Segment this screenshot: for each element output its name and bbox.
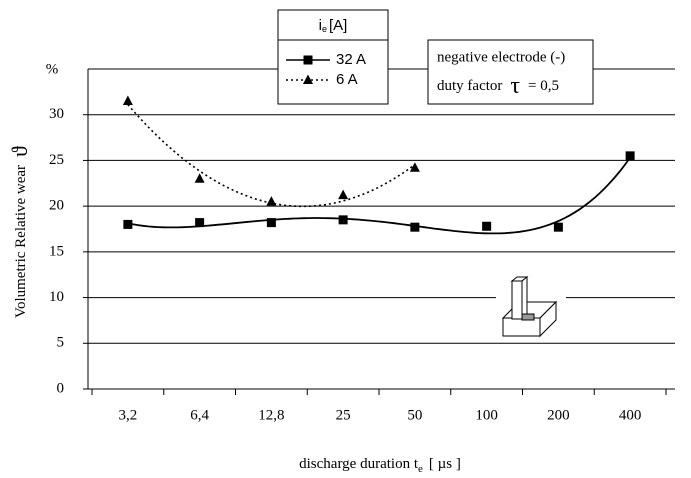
marker: [266, 196, 277, 206]
marker: [303, 74, 313, 84]
x-axis-title: discharge duration te [ µs ]: [299, 456, 461, 474]
marker: [409, 162, 420, 172]
legend-label: 6 A: [336, 71, 358, 88]
x-tick-label: 12,8: [258, 407, 284, 423]
y-unit: %: [46, 61, 59, 77]
y-tick-label: 25: [49, 152, 64, 168]
legend: 32 A 6 A: [286, 51, 366, 88]
x-tick-label: 200: [547, 407, 570, 423]
annotation-symbol: τ: [510, 73, 520, 99]
legend-label: 32 A: [336, 51, 366, 68]
x-tick-label: 100: [475, 407, 498, 423]
marker: [194, 173, 205, 183]
x-label-end: [ µs ]: [429, 456, 461, 472]
y-tick-label: 20: [49, 198, 64, 214]
marker: [553, 222, 563, 232]
marker: [482, 221, 492, 231]
marker: [410, 222, 420, 232]
marker: [122, 95, 133, 105]
x-label-sub: e: [418, 463, 423, 475]
annotation-box: [427, 39, 594, 105]
marker: [338, 215, 348, 225]
y-tick-label: 0: [57, 380, 65, 396]
y-tick-label: 10: [49, 289, 64, 305]
legend-box: [277, 9, 389, 105]
marker: [338, 189, 349, 200]
legend-title: ie [A]: [319, 17, 348, 34]
y-tick-label: 30: [49, 106, 64, 122]
trend-line: [127, 156, 631, 235]
annotation-value: = 0,5: [528, 78, 559, 94]
annotation-line2: duty factor τ = 0,5: [437, 73, 559, 99]
legend-title-end: [A]: [329, 17, 347, 34]
marker: [303, 55, 313, 65]
marker: [195, 218, 205, 228]
x-tick-label: 25: [336, 407, 351, 423]
y-symbol: ϑ: [7, 146, 32, 157]
legend-title-sub: e: [322, 24, 327, 34]
annotation-line1: negative electrode (-): [437, 49, 565, 65]
legend-title-main: i: [319, 17, 322, 34]
x-label: discharge duration t: [299, 456, 419, 472]
marker: [266, 218, 276, 228]
marker: [123, 219, 133, 229]
y-tick-label: 5: [57, 335, 65, 351]
marker: [625, 151, 635, 161]
x-tick-label: 400: [619, 407, 642, 423]
trend-line: [127, 104, 416, 208]
x-tick-label: 3,2: [119, 407, 138, 423]
annotation-text: duty factor: [437, 78, 502, 94]
plot-area: 0 5 10 15 20 25 30 3,2 6,4 12,8 25 50 100 200 400: [49, 68, 675, 423]
x-tick-label: 50: [407, 407, 422, 423]
electrode-icon: [496, 275, 566, 342]
y-tick-label: 15: [49, 243, 64, 259]
x-tick-label: 6,4: [190, 407, 209, 423]
y-label: Volumetric Relative wear: [13, 165, 29, 318]
y-axis-title: Volumetric Relative wear ϑ: [7, 146, 32, 318]
